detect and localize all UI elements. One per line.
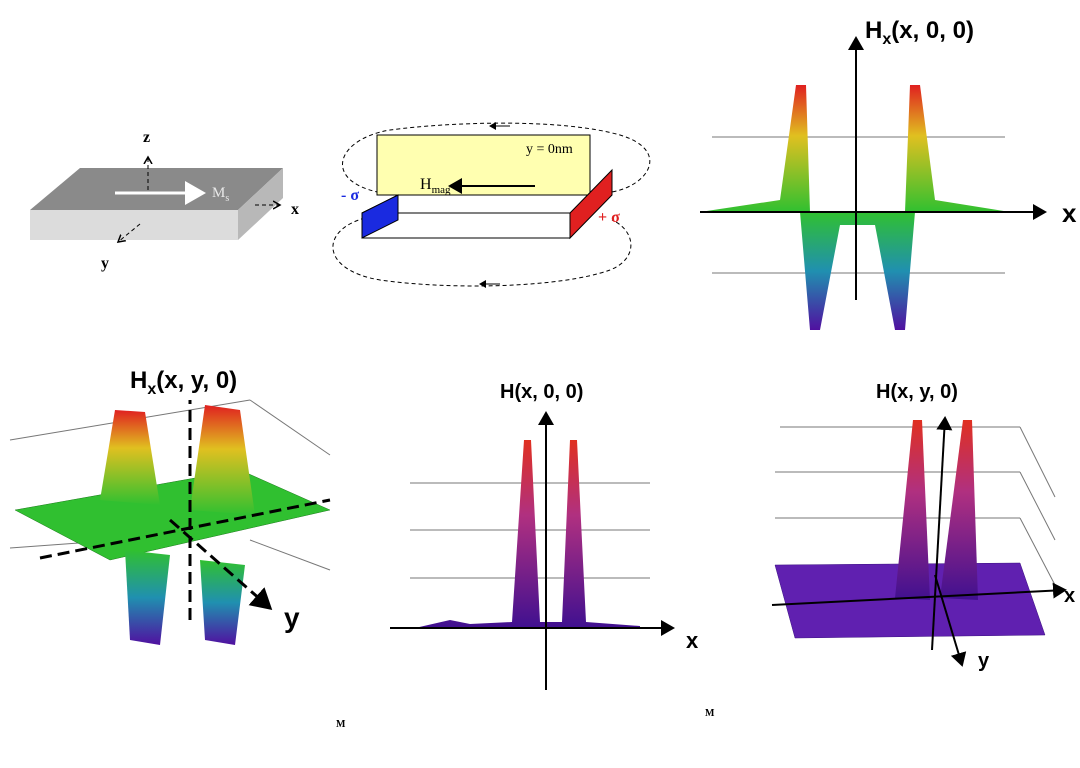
footnote: M <box>336 719 346 730</box>
surface-plane <box>14 469 331 561</box>
z-axis <box>931 416 953 651</box>
magnetization-label: Ms <box>212 185 229 204</box>
panel-hx-surface: Hx(x, y, 0) y M <box>9 367 346 730</box>
axis-label: x <box>1062 198 1077 228</box>
charge-label: - σ <box>341 187 359 204</box>
y-axis <box>169 518 273 610</box>
y-arrow <box>118 223 141 242</box>
label-sub: s <box>225 193 229 204</box>
axis-label: z <box>143 129 150 146</box>
negative-face <box>361 194 399 239</box>
surface-peak <box>415 440 640 628</box>
y-axis <box>934 574 967 667</box>
axis-label: x <box>291 201 299 218</box>
panel-h-surface: H(x, y, 0) x y <box>771 381 1075 672</box>
slab-top <box>30 168 283 210</box>
grid-line <box>1019 471 1056 541</box>
surface-dip <box>200 560 245 645</box>
grid-line <box>1019 517 1056 586</box>
axis-label: y <box>978 650 990 672</box>
grid-line <box>249 539 331 571</box>
axis-label: y <box>284 602 300 633</box>
label-sub: mag <box>432 184 451 196</box>
surface-plane <box>774 562 1046 639</box>
label-main: H <box>130 367 147 394</box>
panel-title: Hx(x, y, 0) <box>130 367 237 398</box>
surface-peak <box>700 85 810 212</box>
x-axis <box>771 582 1067 606</box>
footnote: M <box>705 708 715 719</box>
plane-label: y = 0nm <box>526 142 573 157</box>
surface-peak <box>190 405 255 515</box>
panel-title: H(x, 0, 0) <box>500 381 583 403</box>
label-main: M <box>212 185 225 201</box>
grid-line <box>1019 426 1056 498</box>
axis-label: y <box>101 255 109 272</box>
panel-title: Hx(x, 0, 0) <box>865 17 974 48</box>
axis-label: x <box>686 628 699 653</box>
slab-front <box>30 210 238 240</box>
surface-peak <box>940 420 978 600</box>
label-main: H <box>865 17 882 44</box>
surface-peak <box>895 420 930 600</box>
label-sub: x <box>147 381 156 398</box>
field-loop <box>332 217 632 287</box>
panel-hx-line: Hx(x, 0, 0) x <box>700 17 1077 330</box>
axis-label: x <box>1064 585 1075 607</box>
slab-side <box>238 168 283 240</box>
surface-dip <box>800 212 915 330</box>
surface-dip <box>125 550 170 645</box>
positive-face <box>569 168 613 240</box>
x-axis <box>39 498 331 560</box>
panel-charges: y = 0nm Hmag - σ + σ <box>332 122 651 288</box>
surface-peak <box>100 410 160 505</box>
panel-h-line: H(x, 0, 0) x M <box>390 381 715 719</box>
panel-slab: z x y Ms <box>30 129 299 272</box>
label-main: H <box>420 176 432 193</box>
field-label: Hmag <box>420 176 451 196</box>
grid-line <box>249 399 331 456</box>
label-rest: (x, y, 0) <box>156 367 237 394</box>
label-rest: (x, 0, 0) <box>891 17 974 44</box>
charge-label: + σ <box>598 209 620 226</box>
surface-peak <box>905 85 1010 212</box>
panel-title: H(x, y, 0) <box>876 381 958 403</box>
label-sub: x <box>882 31 891 48</box>
